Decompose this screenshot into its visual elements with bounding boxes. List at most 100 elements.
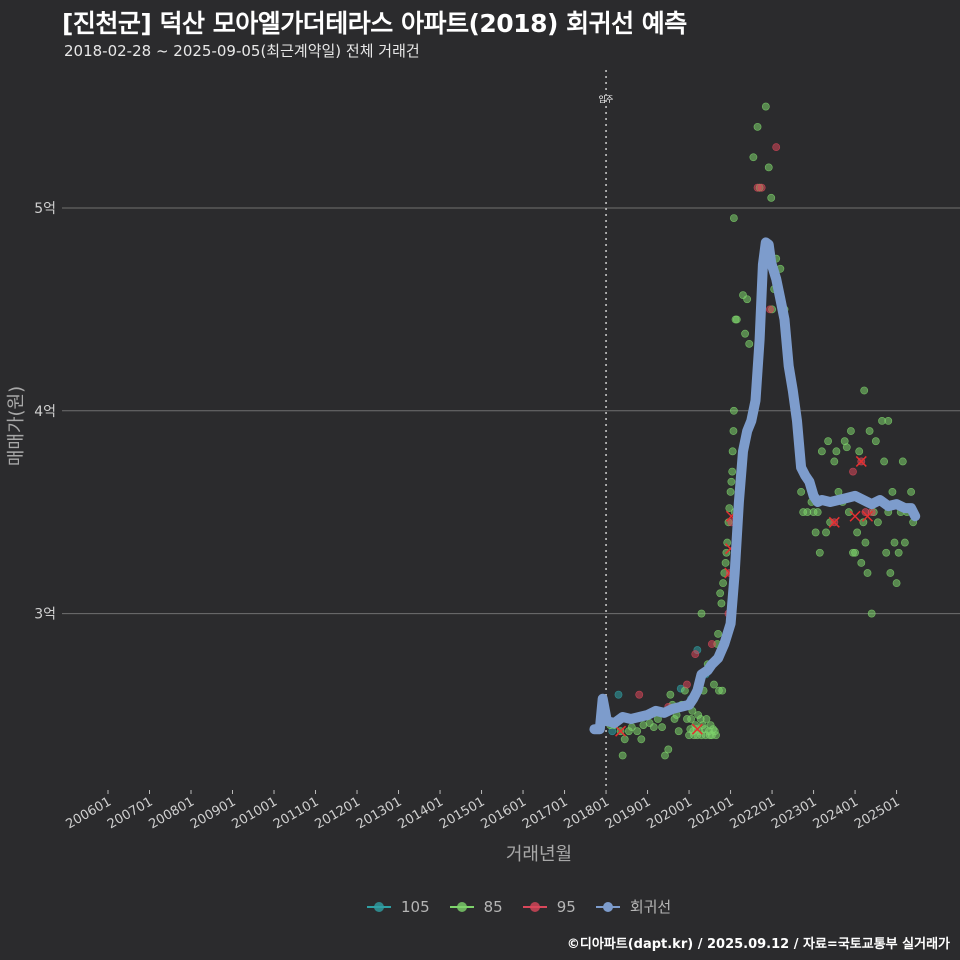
chart-title: [진천군] 덕산 모아엘가더테라스 아파트(2018) 회귀선 예측 xyxy=(62,9,687,38)
x-tick-label: 201701 xyxy=(520,794,570,832)
point-85 xyxy=(844,508,853,517)
regression-line xyxy=(589,237,921,735)
x-tick-label: 201501 xyxy=(437,794,487,832)
x-tick-label: 202301 xyxy=(769,794,819,832)
y-tick-label: 5억 xyxy=(34,201,56,217)
move-in-marker: 입주 xyxy=(599,70,614,790)
y-axis-ticks: 3억 4억 5억 xyxy=(34,201,56,623)
move-in-label: 입주 xyxy=(599,95,614,104)
point-85 xyxy=(697,609,706,618)
point-85 xyxy=(687,715,696,723)
point-85 xyxy=(749,153,758,162)
x-tick-label: 201201 xyxy=(313,794,363,832)
legend-dot-95 xyxy=(529,901,540,912)
point-85 xyxy=(813,508,822,517)
point-85 xyxy=(863,569,872,577)
chart-subtitle: 2018-02-28 ~ 2025-09-05(최근계약일) 전체 거래건 xyxy=(64,42,420,60)
x-tick-label: 202201 xyxy=(728,794,778,832)
point-85 xyxy=(725,504,734,513)
point-85 xyxy=(867,609,876,618)
point-85 xyxy=(817,447,826,456)
legend-dot-105 xyxy=(374,901,384,912)
legend-item-85[interactable]: 85 xyxy=(448,897,503,917)
point-85 xyxy=(728,467,737,476)
point-95 xyxy=(772,143,781,152)
highlight-x-marker xyxy=(691,723,703,735)
point-85 xyxy=(620,735,629,744)
source-credit: ©디아파트(dapt.kr) / 2025.09.12 / 자료=국토교통부 실… xyxy=(566,937,950,952)
x-tick-label: 201601 xyxy=(479,794,529,832)
legend-label-regression: 회귀선 xyxy=(629,898,672,916)
point-85 xyxy=(890,538,899,547)
legend-item-95[interactable]: 95 xyxy=(521,897,576,917)
legend-label-105: 105 xyxy=(401,897,430,916)
legend-key-regression xyxy=(594,897,622,917)
point-85 xyxy=(753,122,762,131)
point-85 xyxy=(741,329,749,338)
point-85 xyxy=(743,295,752,304)
point-85 xyxy=(861,538,870,547)
point-85 xyxy=(729,214,738,223)
x-tick-label: 202501 xyxy=(852,794,902,832)
point-85 xyxy=(898,457,907,466)
point-85 xyxy=(658,723,666,732)
y-tick-label: 4억 xyxy=(34,404,56,420)
legend-dot-85 xyxy=(456,901,467,912)
point-85 xyxy=(767,193,776,202)
point-85 xyxy=(871,437,880,446)
x-tick-label: 202401 xyxy=(811,794,861,832)
point-85 xyxy=(860,386,869,395)
x-tick-label: 201401 xyxy=(396,794,446,832)
point-85 xyxy=(727,477,736,486)
point-85 xyxy=(633,727,642,736)
regression-layer xyxy=(589,237,921,735)
point-85 xyxy=(907,487,915,496)
highlight-x-marker xyxy=(861,510,874,522)
point-85 xyxy=(664,745,673,754)
point-95 xyxy=(849,467,857,476)
point-85 xyxy=(882,548,891,557)
scatter-points xyxy=(606,102,918,760)
y-axis-label: 매매가(원) xyxy=(6,386,27,466)
point-95 xyxy=(707,640,716,648)
point-85 xyxy=(649,723,658,732)
x-tick-label: 202101 xyxy=(686,794,736,832)
point-85 xyxy=(674,727,683,736)
point-85 xyxy=(666,690,675,699)
y-gridlines xyxy=(62,207,960,615)
legend-label-85: 85 xyxy=(483,897,503,916)
point-85 xyxy=(873,518,882,527)
point-85 xyxy=(824,437,832,446)
point-85 xyxy=(618,751,627,760)
point-85 xyxy=(761,102,770,111)
x-tick-label: 201801 xyxy=(562,794,612,832)
legend-item-105[interactable]: 105 xyxy=(365,897,430,917)
point-85 xyxy=(729,427,738,435)
x-tick-label: 202001 xyxy=(645,794,695,832)
point-85 xyxy=(888,487,897,496)
point-85 xyxy=(764,163,773,172)
x-axis-label: 거래년월 xyxy=(506,844,572,865)
point-85 xyxy=(718,686,727,695)
point-85 xyxy=(661,751,669,760)
x-tick-label: 201301 xyxy=(354,794,404,832)
x-tick-label: 201101 xyxy=(271,794,321,832)
point-85 xyxy=(842,443,851,452)
point-85 xyxy=(865,427,874,435)
point-95 xyxy=(683,680,691,689)
point-85 xyxy=(710,680,718,689)
point-85 xyxy=(853,528,862,537)
x-tick-label: 200701 xyxy=(105,794,155,832)
point-85 xyxy=(830,457,839,466)
point-85 xyxy=(717,599,726,608)
x-tick-label: 201901 xyxy=(603,794,653,832)
point-85 xyxy=(726,487,735,496)
point-85 xyxy=(884,417,893,425)
legend-item-regression[interactable]: 회귀선 xyxy=(594,896,671,917)
legend-dot-regression xyxy=(602,901,613,912)
point-85 xyxy=(729,406,738,415)
point-85 xyxy=(716,589,725,598)
point-85 xyxy=(900,538,909,547)
highlight-x-marker xyxy=(849,510,861,522)
